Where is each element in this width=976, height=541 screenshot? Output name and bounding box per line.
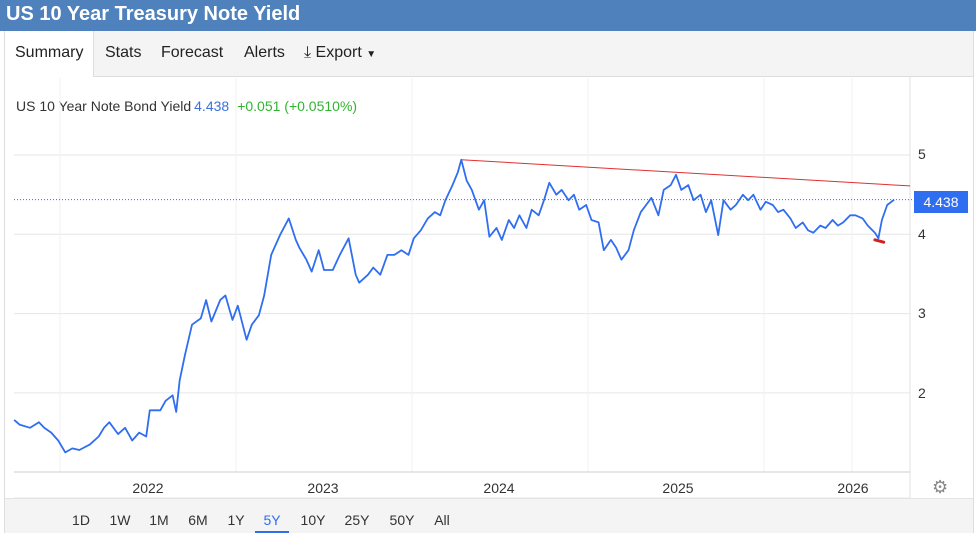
- range-50y[interactable]: 50Y: [389, 512, 415, 528]
- y-tick-label: 2: [918, 385, 926, 401]
- range-10y[interactable]: 10Y: [300, 512, 326, 528]
- range-all[interactable]: All: [434, 512, 450, 528]
- range-1w[interactable]: 1W: [109, 512, 131, 528]
- current-value-badge: 4.438: [914, 191, 968, 213]
- export-label: Export: [315, 44, 362, 61]
- range-1y[interactable]: 1Y: [227, 512, 245, 528]
- quote-value: 4.438: [194, 98, 230, 114]
- export-button[interactable]: ⤓ Export ▼: [304, 31, 376, 76]
- x-tick-label: 2022: [132, 480, 164, 496]
- range-5y[interactable]: 5Y: [255, 499, 289, 533]
- download-icon: ⤓: [304, 44, 312, 61]
- range-selector: 1D 1W 1M 6M 1Y 5Y 10Y 25Y 50Y All: [5, 498, 973, 533]
- tab-alerts[interactable]: Alerts: [244, 44, 285, 61]
- x-tick-label: 2024: [483, 480, 515, 496]
- page-title: US 10 Year Treasury Note Yield: [0, 0, 976, 31]
- tab-bar: Summary Stats Forecast Alerts ⤓ Export ▼: [5, 31, 973, 77]
- tab-forecast[interactable]: Forecast: [161, 44, 224, 61]
- x-tick-label: 2026: [837, 480, 869, 496]
- y-tick-label: 3: [918, 305, 926, 321]
- annotation-mark: [873, 238, 886, 244]
- x-tick-label: 2025: [662, 480, 694, 496]
- tab-stats[interactable]: Stats: [105, 44, 142, 61]
- range-1m[interactable]: 1M: [149, 512, 169, 528]
- gear-icon[interactable]: ⚙: [932, 477, 949, 497]
- range-6m[interactable]: 6M: [188, 512, 208, 528]
- quote-change: +0.051 (+0.0510%): [237, 98, 358, 114]
- caret-down-icon: ▼: [366, 49, 377, 60]
- y-tick-label: 5: [918, 146, 926, 162]
- x-tick-label: 2023: [307, 480, 339, 496]
- trend-line: [461, 159, 911, 187]
- y-tick-label: 4: [918, 226, 926, 242]
- tab-summary[interactable]: Summary: [5, 31, 95, 77]
- range-1d[interactable]: 1D: [72, 512, 90, 528]
- range-25y[interactable]: 25Y: [344, 512, 370, 528]
- yield-series-line: [13, 158, 895, 454]
